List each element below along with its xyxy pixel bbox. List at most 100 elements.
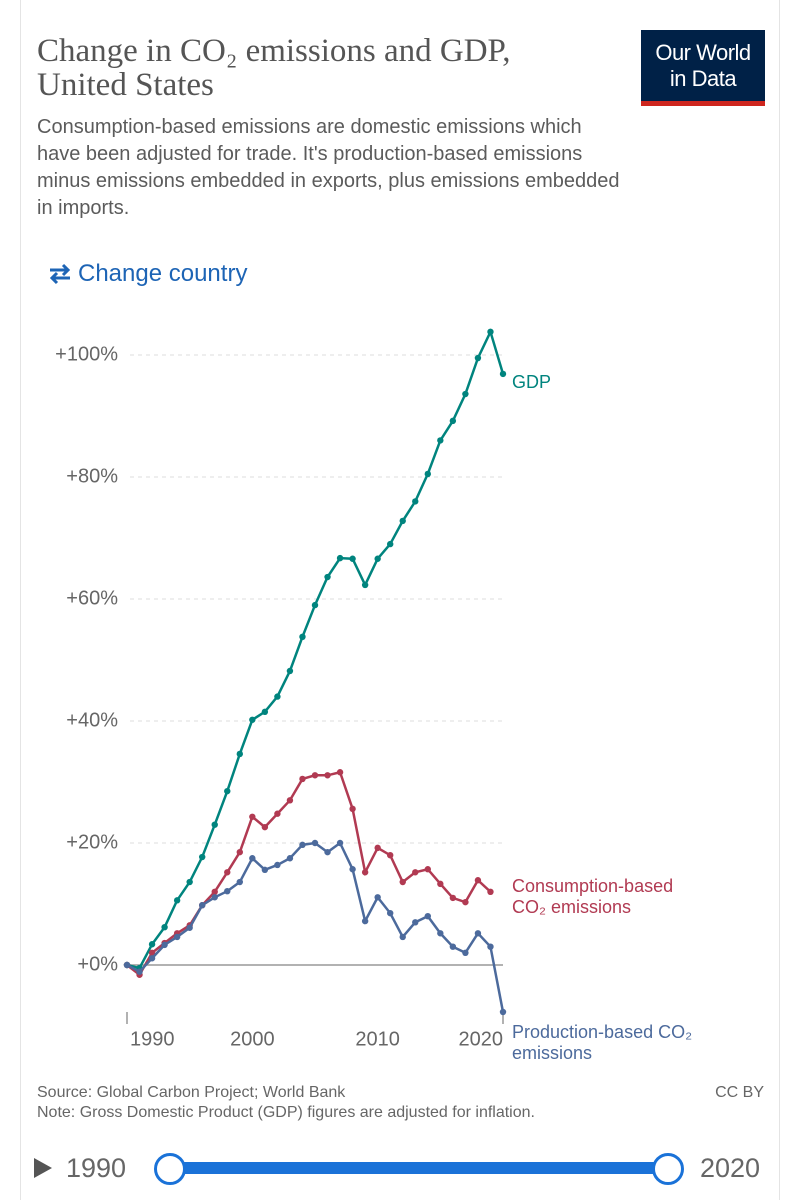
point — [261, 708, 269, 716]
point — [349, 866, 356, 873]
change-country-text: Change country — [78, 260, 248, 287]
point — [424, 913, 431, 920]
point — [186, 878, 193, 886]
point — [336, 554, 344, 562]
point — [412, 869, 419, 876]
point — [462, 390, 469, 398]
point — [399, 878, 406, 886]
point — [374, 555, 381, 562]
point — [311, 601, 319, 609]
timeline-handle[interactable] — [652, 1153, 684, 1185]
point — [286, 855, 294, 862]
point — [148, 949, 156, 956]
point — [224, 887, 231, 895]
point — [261, 823, 269, 831]
point — [161, 941, 168, 949]
subtitle: Consumption-based emissions are domestic… — [37, 116, 620, 219]
point — [274, 810, 281, 817]
point — [161, 923, 168, 931]
series-label: GDP — [512, 371, 552, 392]
point — [173, 897, 181, 904]
point — [324, 573, 331, 581]
x-tick-label: 1990 — [130, 1028, 175, 1050]
timeline-handle[interactable] — [154, 1153, 186, 1185]
point — [499, 1008, 507, 1016]
license: CC BY — [715, 1084, 764, 1101]
point — [499, 370, 507, 378]
series-label: Consumption-based CO₂ emissions — [512, 875, 674, 917]
point — [474, 930, 482, 937]
point — [299, 841, 306, 849]
timeline-track — [168, 1162, 668, 1174]
x-tick-label: 2020 — [459, 1028, 504, 1050]
logo-line: Our World — [655, 40, 751, 65]
point — [186, 924, 193, 931]
point — [374, 894, 381, 901]
point — [224, 869, 231, 876]
point — [224, 787, 231, 795]
point — [449, 943, 457, 950]
point — [449, 417, 457, 425]
point — [199, 853, 206, 861]
point — [361, 917, 369, 925]
point — [311, 839, 319, 847]
point — [437, 880, 444, 888]
point — [336, 839, 344, 847]
swap-icon — [49, 263, 71, 285]
point — [148, 955, 156, 962]
logo[interactable]: Our World in Data — [641, 30, 765, 106]
point — [324, 848, 331, 856]
series-label: Production-based CO₂ emissions — [512, 1021, 693, 1063]
change-country[interactable]: Change country — [46, 260, 247, 288]
point — [349, 555, 356, 562]
point — [437, 437, 444, 444]
point — [173, 933, 181, 941]
point — [211, 894, 218, 901]
point — [211, 888, 218, 895]
point — [299, 775, 306, 783]
play-button[interactable] — [34, 1158, 52, 1178]
point — [399, 517, 406, 525]
point — [299, 633, 306, 641]
note: Note: Gross Domestic Product (GDP) figur… — [37, 1104, 535, 1121]
series-line — [126, 770, 492, 977]
point — [336, 769, 344, 776]
point — [211, 821, 218, 828]
y-tick-label: +60% — [66, 587, 118, 609]
point — [249, 716, 256, 723]
point — [249, 813, 256, 820]
timeline-start: 1990 — [66, 1153, 127, 1183]
point — [387, 540, 394, 548]
point — [474, 354, 482, 362]
point — [249, 855, 256, 862]
point — [487, 943, 494, 950]
point — [487, 328, 494, 336]
card — [20, 0, 780, 1200]
point — [462, 949, 469, 956]
point — [286, 667, 294, 675]
point — [487, 888, 494, 895]
point — [123, 961, 131, 969]
point — [236, 878, 243, 886]
y-tick-label: +40% — [66, 709, 118, 731]
point — [399, 933, 406, 941]
point — [424, 866, 431, 873]
point — [361, 869, 369, 876]
point — [361, 581, 369, 589]
point — [311, 772, 319, 779]
timeline-end: 2020 — [700, 1153, 761, 1183]
point — [412, 498, 419, 505]
point — [462, 898, 469, 906]
y-tick-label: +20% — [66, 831, 118, 853]
point — [261, 866, 269, 874]
point — [437, 930, 444, 937]
point — [136, 968, 143, 975]
point — [349, 805, 356, 813]
point — [324, 772, 331, 779]
y-tick-label: +0% — [77, 953, 118, 975]
point — [148, 941, 156, 948]
point — [286, 797, 294, 804]
point — [374, 844, 381, 852]
